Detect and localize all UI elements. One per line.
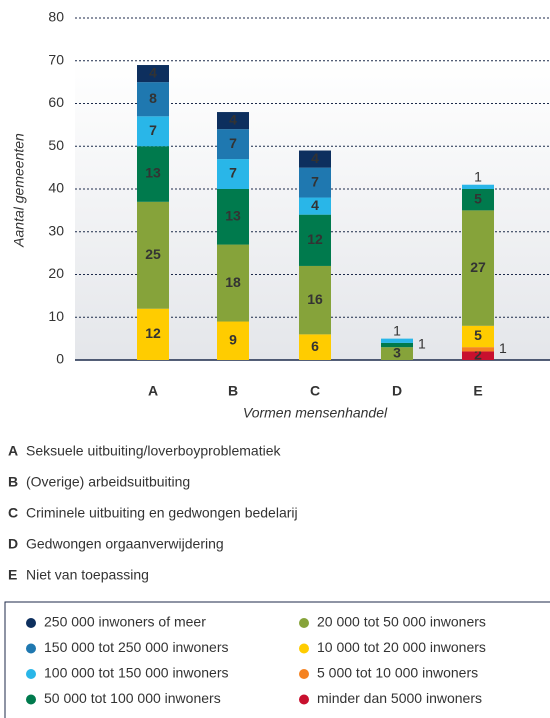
x-tick-label: E: [473, 383, 482, 399]
note-letter: E: [8, 567, 17, 583]
data-label: 13: [225, 207, 241, 223]
bar-segment: [217, 244, 249, 322]
y-tick-label: 30: [48, 222, 64, 238]
legend-box: [4, 601, 550, 718]
bar-segment: [137, 146, 169, 202]
y-tick-label: 20: [48, 265, 64, 281]
bar-segment: [217, 321, 249, 360]
note-letter: D: [8, 536, 18, 552]
legend-swatch: [26, 643, 36, 654]
data-label: 1: [474, 168, 482, 184]
data-label: 4: [229, 111, 237, 127]
note-text: Niet van toepassing: [26, 567, 149, 583]
data-label: 8: [149, 90, 157, 106]
legend-swatch: [299, 618, 309, 628]
bar-segment: [137, 308, 169, 360]
legend-label: 250 000 inwoners of meer: [44, 614, 206, 630]
bar-segment: [462, 184, 494, 189]
data-label: 13: [145, 165, 161, 181]
legend-label: minder dan 5000 inwoners: [317, 690, 482, 706]
legend-label: 5 000 tot 10 000 inwoners: [317, 665, 478, 681]
y-tick-label: 80: [48, 9, 64, 25]
data-label: 2: [474, 346, 482, 362]
bar-segment: [137, 201, 169, 309]
bar-segment: [381, 347, 413, 360]
note-letter: A: [8, 443, 18, 459]
legend-swatch: [299, 694, 309, 705]
bar-segment: [217, 159, 249, 189]
data-label: 9: [229, 331, 237, 347]
bar-segment: [299, 167, 331, 198]
data-label: 1: [499, 340, 507, 356]
bar-segment: [299, 214, 331, 266]
data-label: 7: [149, 122, 157, 138]
note-text: Seksuele uitbuiting/loverboyproblematiek: [26, 443, 281, 459]
legend-swatch: [26, 618, 36, 628]
data-label: 16: [307, 291, 323, 307]
data-label: 7: [229, 165, 237, 181]
x-axis-label: Vormen mensenhandel: [243, 405, 388, 421]
data-label: 4: [149, 64, 157, 80]
data-label: 27: [470, 259, 486, 275]
data-label: 5: [474, 327, 482, 343]
data-label: 18: [225, 274, 241, 290]
x-tick-label: D: [392, 383, 402, 399]
note-letter: B: [8, 474, 18, 490]
legend-label: 10 000 tot 20 000 inwoners: [317, 639, 486, 655]
legend-label: 150 000 tot 250 000 inwoners: [44, 639, 228, 655]
legend-label: 50 000 tot 100 000 inwoners: [44, 690, 221, 706]
bar-segment: [137, 116, 169, 147]
legend-label: 20 000 tot 50 000 inwoners: [317, 614, 486, 630]
bar-segment: [137, 82, 169, 117]
data-label: 6: [311, 338, 319, 354]
bar-segment: [299, 150, 331, 168]
bar-segment: [381, 342, 413, 348]
y-tick-label: 50: [48, 137, 64, 153]
bar-segment: [299, 197, 331, 215]
bar-segment: [381, 338, 413, 343]
x-tick-label: A: [148, 383, 158, 399]
y-tick-label: 10: [48, 308, 64, 324]
data-label: 4: [311, 150, 319, 166]
data-label: 25: [145, 246, 161, 262]
bar-segment: [217, 112, 249, 130]
data-label: 4: [311, 197, 319, 213]
bar-segment: [462, 351, 494, 360]
x-tick-label: B: [228, 383, 238, 399]
data-label: 1: [418, 336, 426, 352]
bar-segment: [299, 265, 331, 335]
bar-segment: [462, 325, 494, 348]
x-tick-label: C: [310, 383, 320, 399]
bar-segment: [217, 129, 249, 160]
legend-swatch: [26, 694, 36, 705]
data-label: 12: [145, 325, 161, 341]
y-tick-label: 40: [48, 180, 64, 196]
data-label: 7: [229, 135, 237, 151]
data-label: 3: [393, 344, 401, 360]
legend-label: 100 000 tot 150 000 inwoners: [44, 665, 228, 681]
y-axis-label: Aantal gemeenten: [11, 133, 27, 248]
data-label: 12: [307, 231, 323, 247]
legend-swatch: [299, 669, 309, 679]
data-label: 7: [311, 173, 319, 189]
bar-segment: [217, 189, 249, 245]
y-tick-label: 0: [56, 351, 64, 367]
note-text: (Overige) arbeidsuitbuiting: [26, 474, 190, 490]
y-tick-label: 60: [48, 94, 64, 110]
bar-segment: [137, 65, 169, 83]
legend-swatch: [26, 669, 36, 679]
note-letter: C: [8, 505, 18, 521]
data-label: 1: [393, 322, 401, 338]
y-tick-label: 70: [48, 51, 64, 67]
bar-segment: [462, 189, 494, 211]
bar-segment: [462, 347, 494, 352]
note-text: Criminele uitbuiting en gedwongen bedela…: [26, 505, 298, 521]
data-label: 5: [474, 190, 482, 206]
bar-segment: [462, 210, 494, 326]
note-text: Gedwongen orgaanverwijdering: [26, 536, 224, 552]
legend-swatch: [299, 643, 309, 654]
bar-segment: [299, 334, 331, 360]
